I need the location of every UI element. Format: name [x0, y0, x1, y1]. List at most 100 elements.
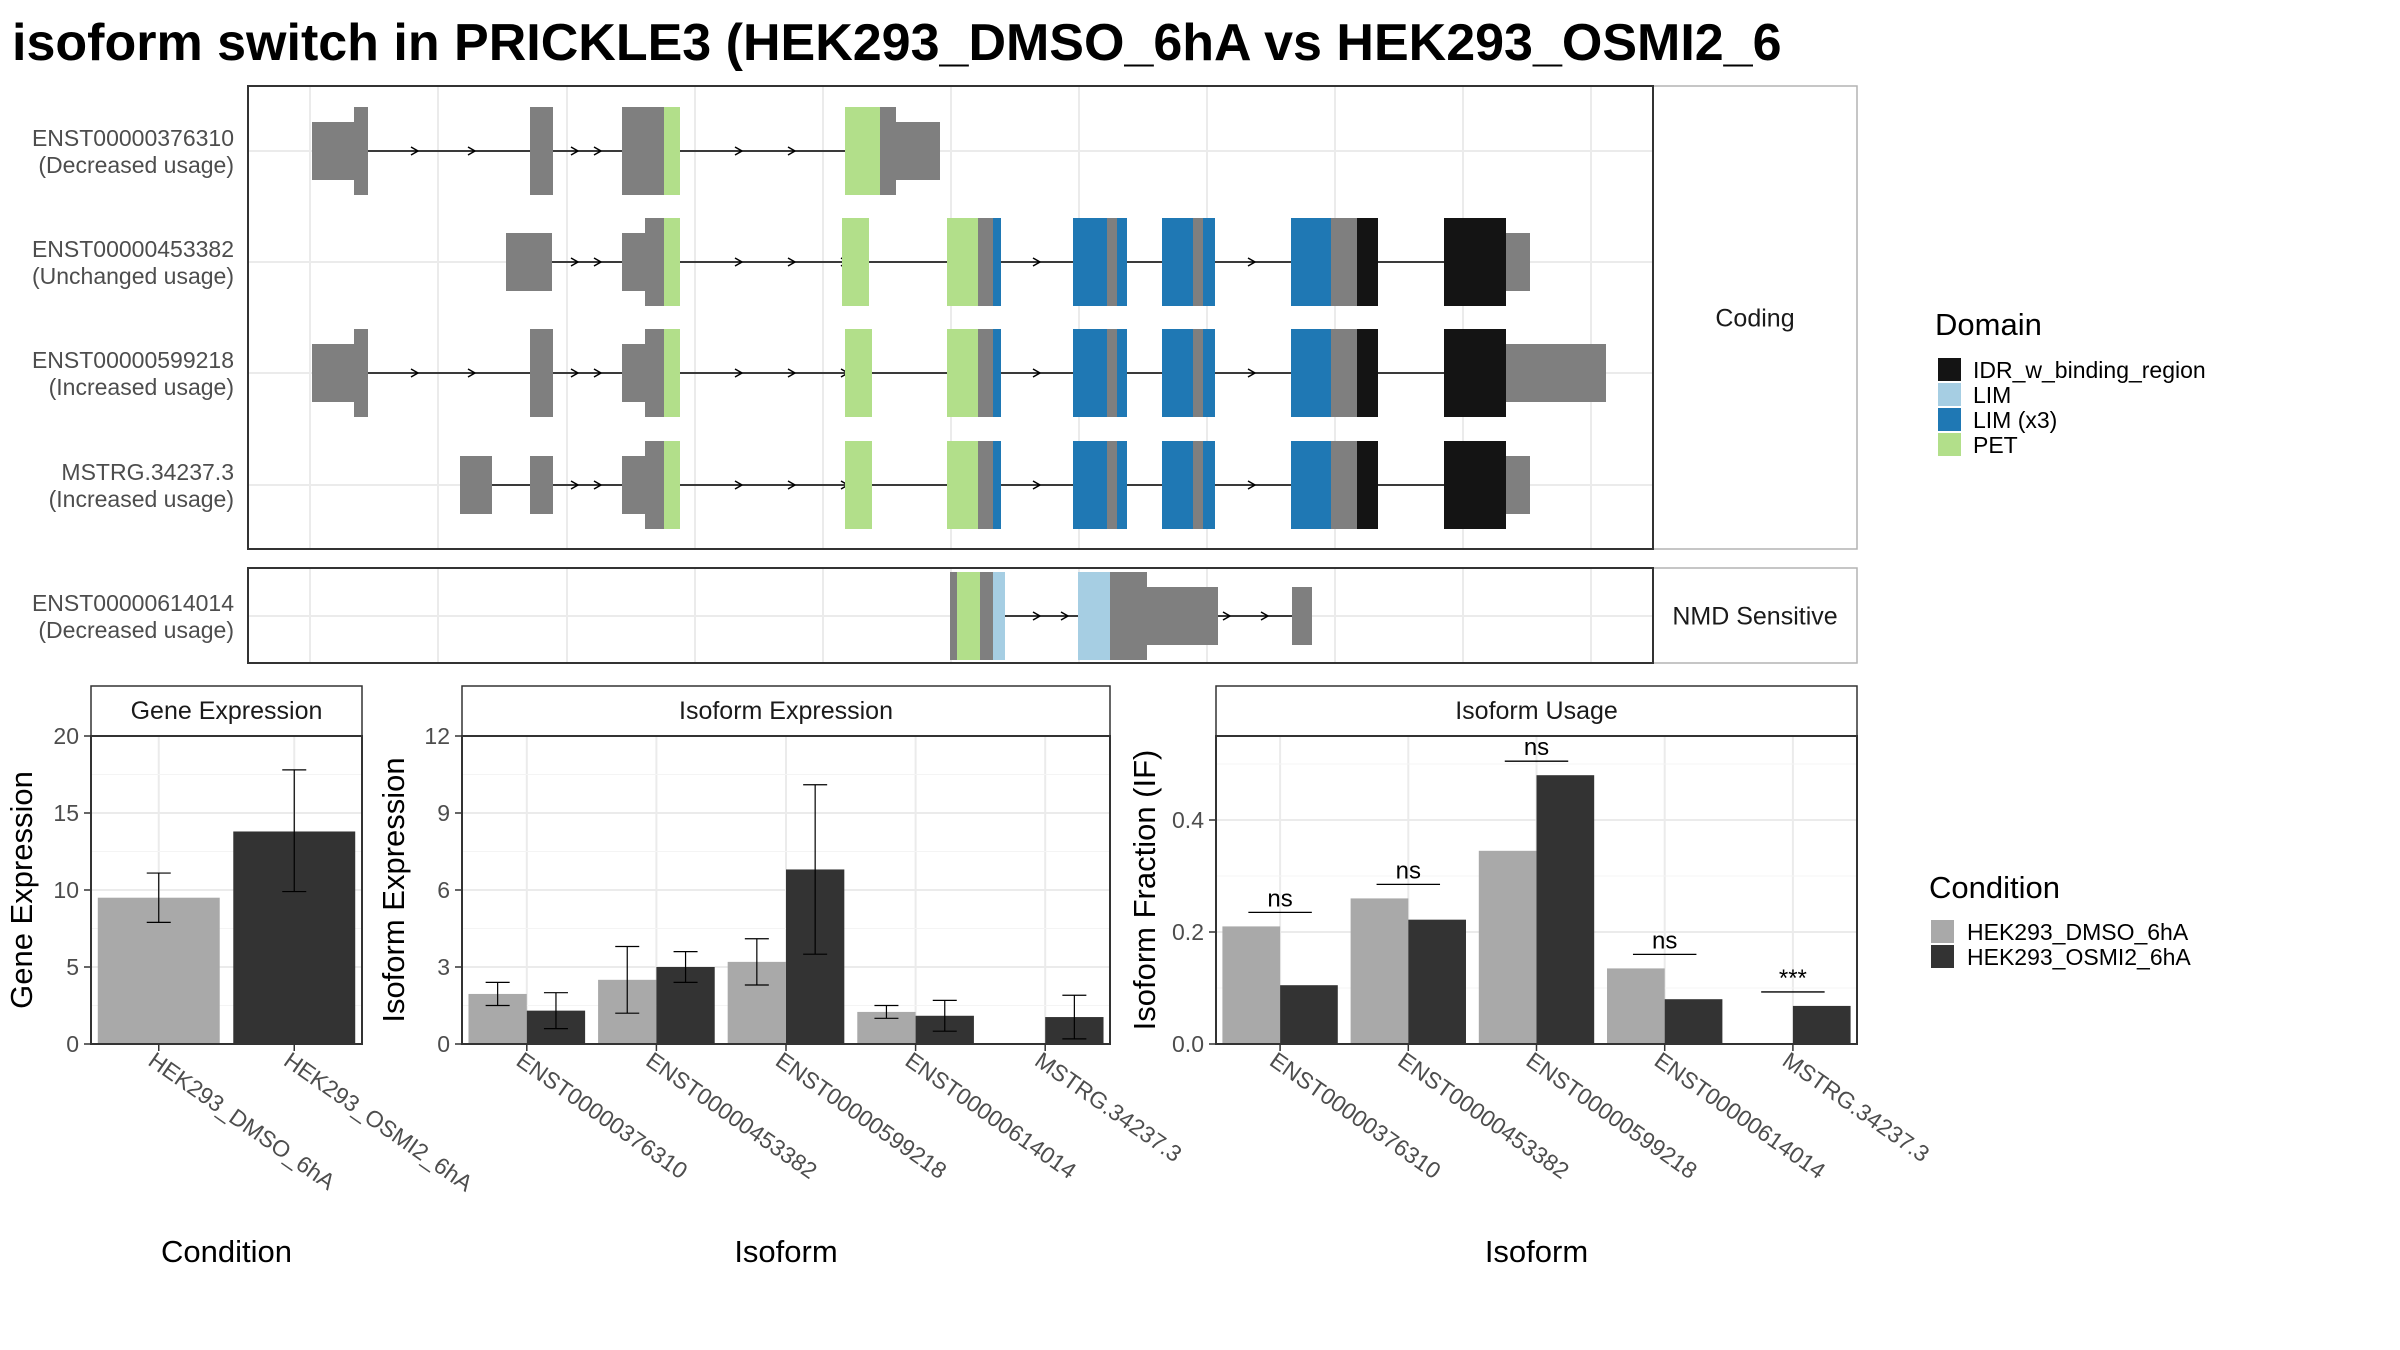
exon-block: [1444, 441, 1506, 529]
intron-arrow: [1260, 611, 1270, 621]
exon-block: [957, 572, 980, 660]
exon-block: [1110, 572, 1147, 660]
x-axis-title: Isoform: [1485, 1234, 1588, 1269]
exon-block: [1193, 441, 1203, 529]
intron-arrow: [734, 146, 744, 156]
y-tick-label: 12: [424, 723, 450, 749]
intron-arrow: [570, 368, 580, 378]
intron-arrow: [1032, 611, 1042, 621]
exon-block: [312, 344, 354, 402]
exon-block: [1357, 441, 1378, 529]
exon-block: [1162, 218, 1193, 306]
intron-arrow: [734, 368, 744, 378]
intron-arrow: [410, 368, 420, 378]
exon-block: [845, 107, 880, 195]
exon-block: [1444, 329, 1506, 417]
transcript-id-label: MSTRG.34237.3: [61, 459, 234, 485]
intron-arrow: [570, 480, 580, 490]
exon-block: [1357, 218, 1378, 306]
y-tick-label: 0: [437, 1031, 450, 1057]
exon-block: [880, 107, 896, 195]
bar: [1607, 968, 1665, 1044]
exon-block: [993, 441, 1001, 529]
exon-block: [1444, 218, 1506, 306]
significance-label: ns: [1652, 927, 1677, 954]
transcript-status-label: (Decreased usage): [38, 152, 234, 178]
transcript-structure-ENST00000614014: [950, 572, 1312, 660]
intron-arrow: [1032, 368, 1042, 378]
bar: [1350, 898, 1409, 1044]
exon-block: [980, 572, 993, 660]
chart-strip: [461, 685, 1111, 737]
exon-block: [1117, 218, 1127, 306]
exon-block: [1203, 329, 1215, 417]
intron-arrow: [593, 480, 603, 490]
y-tick-label: 10: [53, 877, 79, 903]
significance-label: ns: [1396, 857, 1421, 884]
intron-arrow: [1247, 480, 1257, 490]
bar: [1280, 985, 1338, 1044]
exon-block: [993, 329, 1001, 417]
exon-block: [1073, 441, 1107, 529]
exon-block: [354, 329, 368, 417]
bar: [1664, 999, 1723, 1044]
y-tick-label: 15: [53, 800, 79, 826]
y-tick-label: 0.2: [1172, 919, 1204, 945]
exon-block: [622, 233, 645, 291]
legend-swatch-lim: [1938, 383, 1961, 406]
y-tick-label: 0.4: [1172, 807, 1204, 833]
intron-arrow: [734, 480, 744, 490]
significance-label: ***: [1779, 965, 1807, 992]
exon-block: [530, 329, 553, 417]
exon-block: [1203, 218, 1215, 306]
legend-label: HEK293_OSMI2_6hA: [1967, 944, 2191, 970]
exon-block: [1506, 233, 1530, 291]
intron-arrow: [1247, 257, 1257, 267]
exon-block: [664, 441, 680, 529]
isoform-expression-chart: Isoform Expression036912ENST00000376310E…: [376, 685, 1187, 1269]
exon-block: [978, 218, 993, 306]
y-tick-label: 0: [66, 1031, 79, 1057]
y-tick-label: 9: [437, 800, 450, 826]
exon-block: [1107, 329, 1117, 417]
transcript-status-label: (Decreased usage): [38, 617, 234, 643]
exon-block: [896, 122, 940, 180]
y-axis-title: Gene Expression: [4, 771, 39, 1009]
transcript-status-label: (Increased usage): [49, 486, 234, 512]
exon-block: [354, 107, 368, 195]
intron-arrow: [1032, 257, 1042, 267]
coding-strip: [1652, 85, 1858, 550]
exon-block: [664, 218, 680, 306]
intron-arrow: [593, 146, 603, 156]
exon-block: [845, 329, 872, 417]
coding-panel-label: Coding: [1715, 305, 1794, 333]
structure-panel-border: [247, 567, 1654, 664]
transcript-id-label: ENST00000599218: [32, 347, 234, 373]
transcript-structure-ENST00000453382: [506, 218, 1530, 306]
bar: [1536, 775, 1595, 1044]
transcript-id-label: ENST00000453382: [32, 236, 234, 262]
chart-title: Isoform Expression: [679, 697, 893, 725]
exon-block: [645, 329, 664, 417]
domain-legend-title: Domain: [1935, 307, 2042, 342]
exon-block: [1107, 218, 1117, 306]
intron-arrow: [570, 257, 580, 267]
chart-title: Isoform Usage: [1455, 697, 1618, 725]
exon-block: [664, 329, 680, 417]
x-axis-title: Isoform: [734, 1234, 837, 1269]
nmd-strip: [1652, 567, 1858, 664]
y-tick-label: 3: [437, 954, 450, 980]
intron-arrow: [410, 146, 420, 156]
chart-strip: [90, 685, 363, 737]
exon-block: [506, 233, 552, 291]
exon-block: [1331, 218, 1357, 306]
exon-block: [530, 107, 553, 195]
exon-block: [1506, 456, 1530, 514]
exon-block: [1291, 218, 1331, 306]
exon-block: [530, 456, 553, 514]
exon-block: [1193, 218, 1203, 306]
intron-arrow: [787, 146, 797, 156]
exon-block: [842, 218, 869, 306]
intron-arrow: [467, 146, 477, 156]
